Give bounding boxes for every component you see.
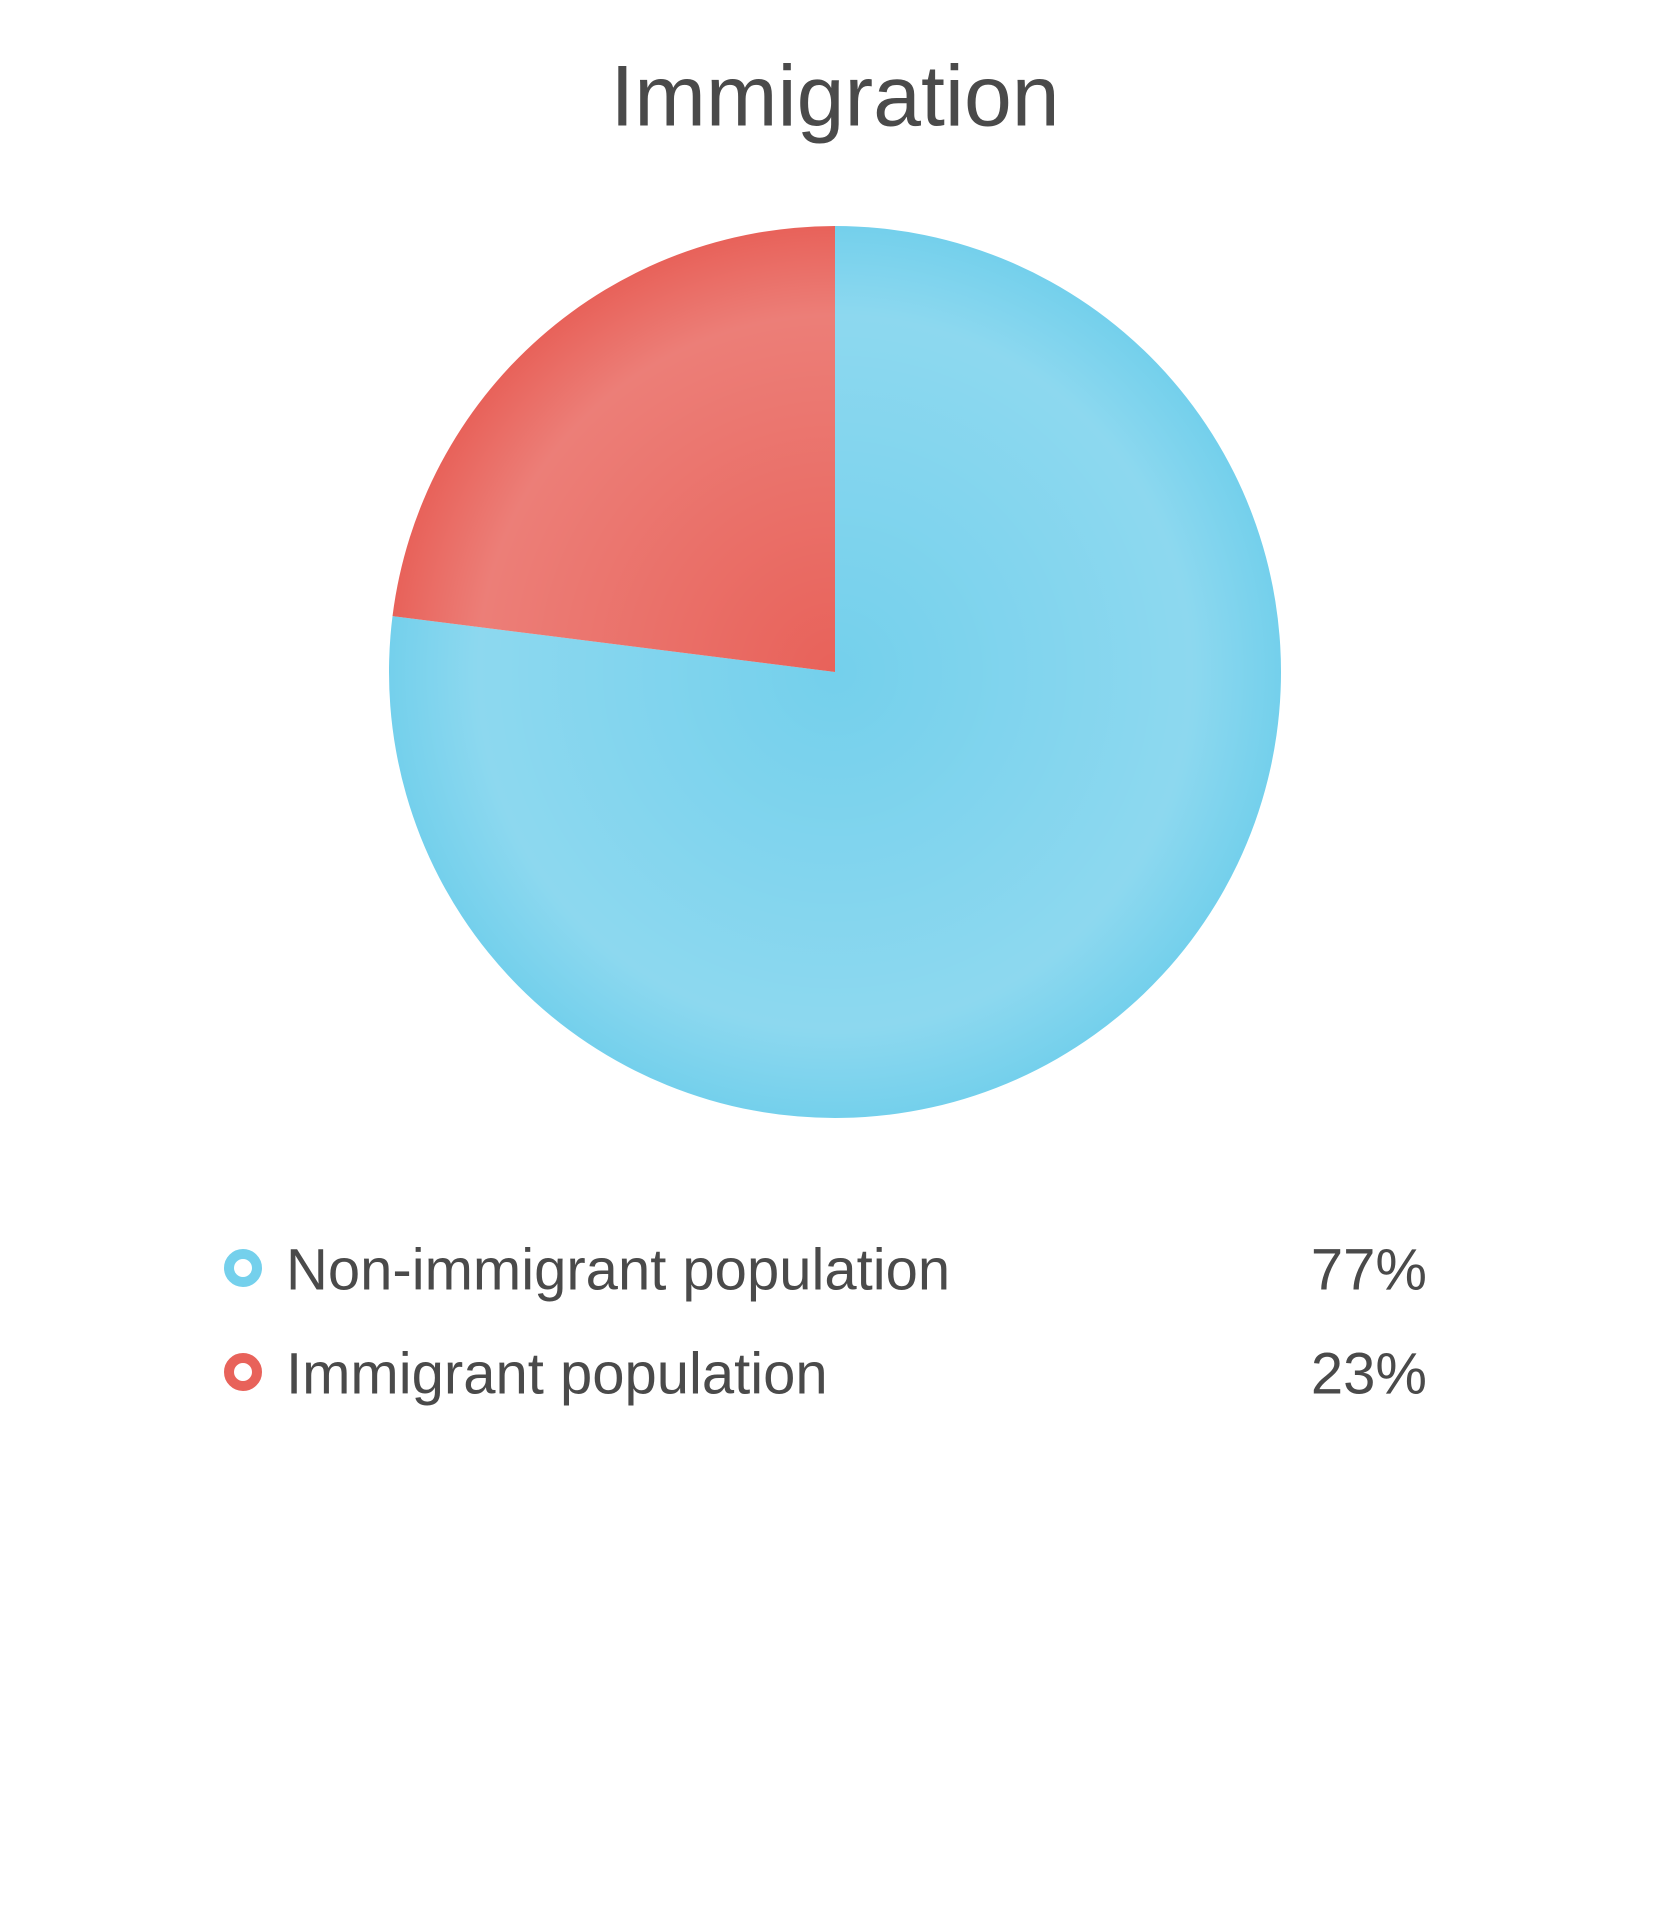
pie-slice bbox=[392, 226, 835, 672]
value-label: 77% bbox=[1311, 1237, 1427, 1302]
legend-marker bbox=[224, 1249, 262, 1287]
chart-title: Immigration bbox=[610, 49, 1059, 145]
legend-label: Non-immigrant population bbox=[286, 1237, 950, 1302]
legend-label: Immigrant population bbox=[286, 1341, 828, 1406]
legend-marker bbox=[224, 1353, 262, 1391]
value-label: 23% bbox=[1311, 1341, 1427, 1406]
